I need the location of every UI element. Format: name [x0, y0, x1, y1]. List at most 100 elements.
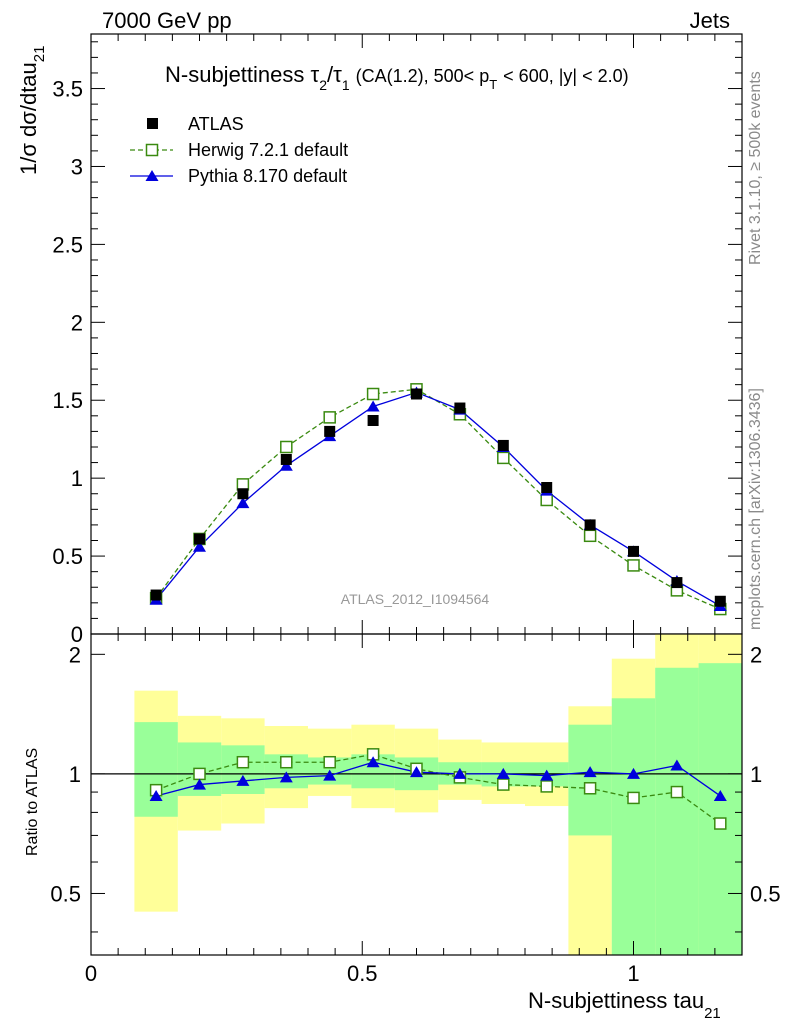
title-tau2: τ [311, 62, 320, 87]
main-y-tick-label: 1 [71, 466, 83, 491]
ratio-pythia-point [453, 767, 467, 779]
atlas-point [714, 595, 726, 607]
ratio-pythia-point [410, 766, 423, 778]
main-y-axis-label: 1/σ dσ/dtau21 [16, 46, 48, 175]
herwig-point [366, 387, 380, 401]
green-band-bin [134, 722, 178, 817]
ratio-pythia-point [149, 789, 163, 801]
legend-pythia-label: Pythia 8.170 default [188, 166, 347, 186]
main-y-tick-label: 1.5 [52, 388, 83, 413]
main-y-tick-label: 2 [71, 310, 83, 335]
herwig-point [236, 478, 250, 491]
main-y-tick-label: 0.5 [52, 544, 83, 569]
green-band-bin [611, 698, 656, 955]
herwig-point [280, 440, 293, 454]
title-main: N-subjettiness [165, 62, 311, 87]
main-series-layer [149, 383, 727, 616]
atlas-point [324, 425, 336, 437]
legend-atlas-label: ATLAS [188, 114, 244, 134]
ratio-y-tick-label-right: 2 [750, 642, 762, 667]
pythia-line [155, 391, 721, 607]
header-right: Jets [690, 8, 730, 33]
main-y-tick-label: 3 [71, 154, 83, 179]
ratio-herwig-point [670, 785, 684, 799]
atlas-point [367, 414, 379, 426]
ratio-pythia-point [583, 766, 597, 778]
ratio-series-layer [149, 748, 727, 830]
x-tick-label: 0 [85, 961, 97, 986]
main-y-tick-label: 0 [71, 622, 83, 647]
title-slash: / [327, 62, 334, 87]
ratio-herwig-point [497, 778, 510, 791]
ratio-y-tick-label-left: 0.5 [50, 881, 81, 906]
ratio-pythia-point [627, 767, 640, 779]
ratio-pythia-line [155, 761, 721, 797]
ratio-y-axis-label: Ratio to ATLAS [24, 748, 41, 856]
atlas-point [541, 482, 553, 494]
ratio-pythia-point [713, 789, 727, 801]
atlas-point [497, 439, 509, 451]
legend-atlas-marker [147, 118, 158, 129]
title-tau1: τ [333, 62, 342, 87]
atlas-point [237, 488, 249, 500]
herwig-line [155, 388, 721, 610]
ratio-pythia-point [236, 774, 250, 786]
atlas-point [411, 388, 422, 400]
green-band-bin [221, 745, 265, 794]
main-y-tick-label: 3.5 [52, 77, 83, 102]
legend-pythia-marker [145, 170, 159, 181]
plot-title: N-subjettiness τ2/τ1 (CA(1.2), 500< pT < 6… [165, 62, 629, 93]
ratio-y-tick-label-left: 1 [69, 762, 81, 787]
legend-herwig-label: Herwig 7.2.1 default [188, 140, 348, 160]
ratio-pythia-point [670, 759, 684, 771]
legend-herwig-marker [145, 143, 159, 157]
atlas-point [454, 402, 466, 414]
mcplots-reference-text: mcplots.cern.ch [arXiv:1306.3436] [747, 388, 764, 630]
herwig-point [583, 529, 597, 543]
x-axis-label: N-subjettiness tau21 [528, 988, 721, 1022]
analysis-watermark: ATLAS_2012_I1094564 [341, 591, 490, 607]
pythia-point [193, 540, 206, 552]
title-sub1: 1 [342, 77, 350, 93]
main-y-axis: 0 0.5 1 1.5 2 2.5 3 3.5 [52, 34, 743, 647]
x-tick-label: 0.5 [347, 961, 378, 986]
main-y-tick-label: 2.5 [52, 232, 83, 257]
herwig-point [627, 559, 640, 572]
title-rest-b: < 600, |y| < 2.0) [503, 66, 628, 86]
ratio-herwig-point [193, 767, 206, 781]
title-subT: T [489, 77, 497, 92]
ratio-herwig-point [236, 755, 250, 769]
green-band-bin [568, 724, 612, 836]
atlas-point [150, 589, 162, 601]
ratio-y-tick-label-right: 1 [750, 762, 762, 787]
ratio-uncertainty-bands [91, 634, 742, 955]
herwig-point [497, 451, 510, 465]
pythia-point [366, 400, 380, 412]
legend: ATLAS Herwig 7.2.1 default Pythia 8.170 … [130, 114, 348, 186]
header-left: 7000 GeV pp [102, 8, 232, 33]
atlas-point [584, 519, 596, 531]
ratio-pythia-point [496, 767, 510, 779]
ratio-pythia-point [366, 756, 380, 768]
rivet-version-text: Rivet 3.1.10, ≥ 500k events [747, 71, 764, 265]
ratio-y-tick-label-right: 0.5 [750, 881, 781, 906]
ratio-pythia-point [193, 778, 206, 790]
ratio-pythia-point [279, 771, 293, 783]
pythia-point [236, 497, 250, 509]
ratio-herwig-point [583, 782, 597, 795]
ratio-herwig-point [323, 755, 336, 769]
ratio-herwig-point [540, 780, 553, 793]
ratio-herwig-point [714, 817, 727, 830]
herwig-point [540, 493, 553, 507]
ratio-y-tick-label-left: 2 [69, 642, 81, 667]
ratio-axes: 0.5 0.5 1 1 2 2 0 0.5 1 [50, 633, 781, 986]
atlas-point [280, 453, 292, 465]
herwig-point [323, 411, 336, 424]
green-band-bin [655, 667, 699, 955]
atlas-point [628, 545, 639, 557]
ratio-herwig-point [627, 791, 640, 805]
x-tick-label: 1 [627, 961, 639, 986]
ratio-herwig-point [280, 755, 293, 769]
atlas-point [671, 577, 683, 589]
